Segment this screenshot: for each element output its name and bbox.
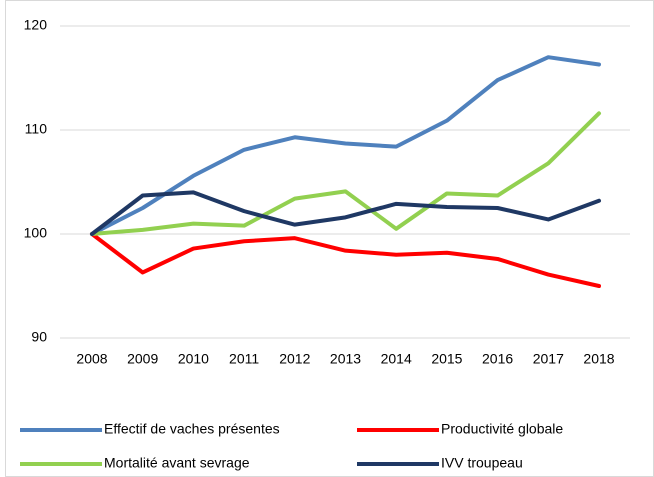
x-tick-label: 2009 — [127, 351, 158, 367]
x-tick-label: 2008 — [76, 351, 107, 367]
y-tick-label: 90 — [31, 329, 47, 345]
series-line — [90, 232, 601, 288]
x-tick-label: 2010 — [178, 351, 209, 367]
legend-label: Effectif de vaches présentes — [104, 421, 280, 437]
x-tick-label: 2016 — [482, 351, 513, 367]
x-tick-label: 2013 — [330, 351, 361, 367]
legend-label: Productivité globale — [441, 421, 563, 437]
x-tick-label: 2011 — [229, 351, 259, 367]
series-line — [90, 111, 601, 236]
y-tick-label: 100 — [24, 225, 48, 241]
y-tick-label: 120 — [24, 17, 48, 33]
legend-label: Mortalité avant sevrage — [104, 455, 250, 471]
legend-label: IVV troupeau — [441, 455, 523, 471]
series-line — [90, 190, 601, 236]
x-tick-label: 2015 — [431, 351, 462, 367]
x-tick-label: 2017 — [533, 351, 564, 367]
x-tick-label: 2014 — [381, 351, 412, 367]
x-tick-label: 2018 — [583, 351, 614, 367]
x-tick-label: 2012 — [279, 351, 310, 367]
y-tick-label: 110 — [25, 121, 48, 137]
chart-border — [5, 0, 654, 477]
series-line — [90, 55, 601, 236]
